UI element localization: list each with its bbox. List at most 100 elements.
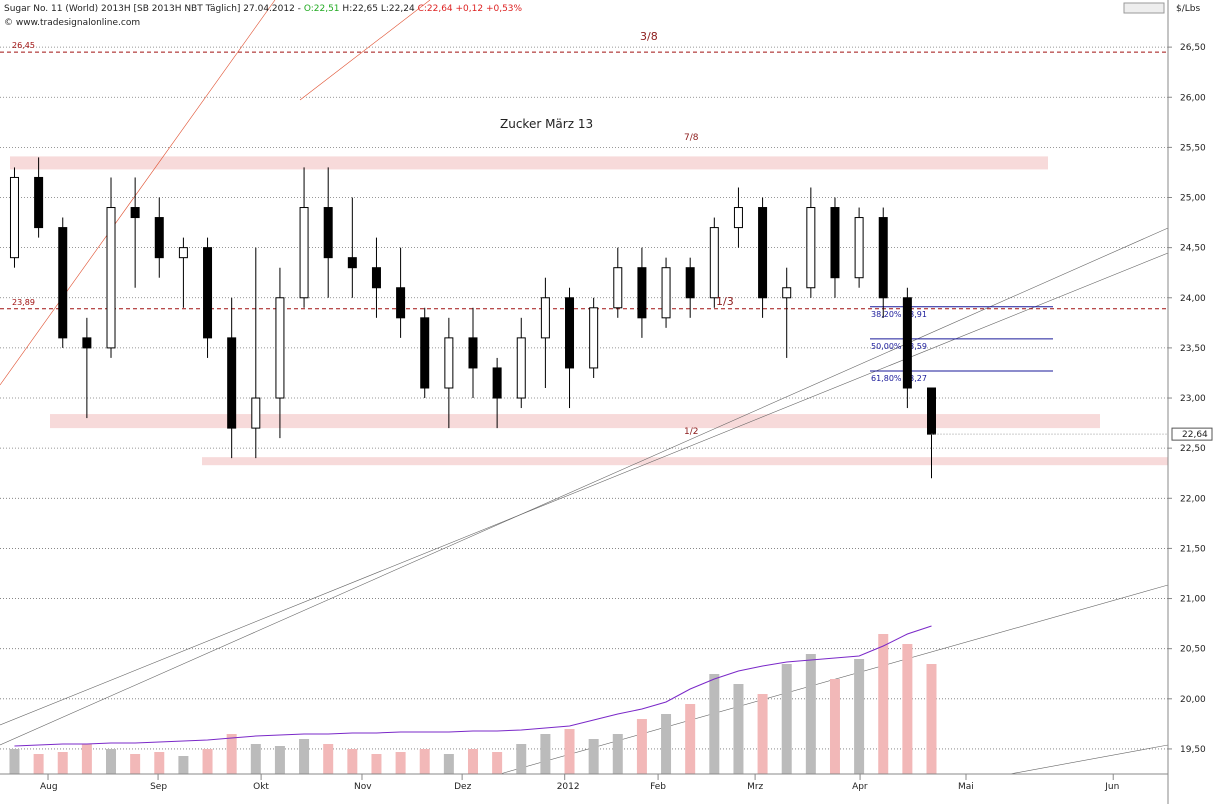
y-tick-label: 20,00 (1180, 695, 1206, 705)
candle-body (685, 267, 695, 299)
volume-bar (9, 749, 20, 774)
fib-label: 50,00% 23,59 (871, 342, 927, 351)
trend-line (0, 0, 276, 386)
volume-bar (516, 744, 527, 774)
trend-line (0, 227, 1169, 746)
y-tick-label: 24,50 (1180, 244, 1206, 254)
candle-body (492, 367, 502, 399)
volume-bar (371, 754, 382, 774)
volume-bar (588, 739, 599, 774)
x-tick-label: Mai (958, 782, 974, 792)
volume-bar (395, 752, 406, 774)
volume-bar (202, 749, 213, 774)
volume-bar (878, 634, 889, 774)
candle-body (661, 267, 671, 319)
header-close: C:22,64 +0,12 +0,53% (418, 4, 523, 14)
source: © www.tradesignalonline.com (4, 18, 140, 28)
x-tick-label: Jun (1104, 782, 1119, 792)
x-tick-label: Feb (650, 782, 666, 792)
y-tick-label: 24,00 (1180, 294, 1206, 304)
trend-line (299, 0, 431, 101)
volume-bar (733, 684, 744, 774)
volume-bar (854, 659, 865, 774)
x-tick-label: Okt (253, 782, 269, 792)
header-high: H:22,65 (342, 4, 378, 14)
candle-body (251, 397, 261, 429)
volume-bar (757, 694, 768, 774)
candle-body (516, 337, 526, 399)
volume-bar (636, 719, 647, 774)
candle-body (9, 176, 19, 259)
volume-bar (33, 754, 44, 774)
volume-bar (274, 746, 285, 774)
plot-area: 26,45 23,89 38,20% 23,91 50,00% 23,59 61,80%… (0, 0, 1169, 775)
candle-body (106, 207, 116, 349)
y-tick-label: 21,00 (1180, 595, 1206, 605)
x-tick-label: Mrz (747, 782, 763, 792)
volume-bar (685, 704, 696, 774)
volume-bar (178, 756, 189, 774)
candle-body (830, 207, 840, 279)
candle-body (396, 287, 406, 319)
volume-bar (106, 749, 117, 774)
window-buttons[interactable] (1123, 2, 1165, 14)
candle-body (758, 207, 768, 299)
volume-bar (154, 752, 165, 774)
last-price-label: 22,64 (1182, 430, 1208, 440)
volume-bar (781, 664, 792, 774)
y-tick-label: 26,00 (1180, 93, 1206, 103)
annotation: 7/8 (684, 133, 699, 143)
fib-label: 61,80% 23,27 (871, 374, 927, 383)
candle-body (323, 207, 333, 259)
candle-body (178, 247, 188, 259)
candle-body (589, 307, 599, 369)
support-zone (202, 457, 1168, 466)
x-tick-label: 2012 (557, 782, 580, 792)
volume-bar (492, 752, 503, 774)
last-price-box (1171, 427, 1213, 441)
volume-bar (467, 749, 478, 774)
volume-bar (612, 734, 623, 774)
candle-body (709, 227, 719, 299)
volume-bar (250, 744, 261, 774)
candle-body (34, 176, 44, 229)
fib-label: 38,20% 23,91 (871, 310, 927, 319)
y-tick-label: 26,50 (1180, 43, 1206, 53)
volume-bar (540, 734, 551, 774)
candle-body (565, 297, 575, 369)
annotation: 3/8 (640, 30, 658, 43)
level-label: 26,45 (12, 41, 35, 50)
y-tick-label: 21,50 (1180, 544, 1206, 554)
trend-line (0, 252, 1169, 726)
y-tick-label: 22,50 (1180, 444, 1206, 454)
candle-body (637, 267, 647, 319)
volume-bar (926, 664, 937, 774)
trend-line (1009, 744, 1169, 775)
candle-body (154, 217, 164, 259)
x-tick-label: Sep (150, 782, 167, 792)
annotation: 1/3 (716, 295, 734, 308)
candle-body (782, 287, 792, 299)
volume-bar (805, 654, 816, 774)
candle-body (927, 387, 937, 435)
candle-body (130, 207, 140, 219)
candle-body (275, 297, 285, 399)
volume-bar (709, 674, 720, 774)
candle-body (613, 267, 623, 309)
y-tick-label: 20,50 (1180, 645, 1206, 655)
candle-body (299, 207, 309, 299)
x-tick-label: Dez (454, 782, 471, 792)
volume-bar (564, 729, 575, 774)
candle-body (371, 267, 381, 289)
volume-bar (661, 714, 672, 774)
candle-body (203, 247, 213, 339)
candle-body (444, 337, 454, 389)
y-tick-label: 25,00 (1180, 194, 1206, 204)
volume-bar (81, 744, 92, 774)
header: Sugar No. 11 (World) 2013H [SB 2013H NBT… (4, 4, 523, 14)
annotation: 1/2 (684, 427, 698, 437)
candle-body (227, 337, 237, 429)
x-tick-label: Aug (40, 782, 58, 792)
